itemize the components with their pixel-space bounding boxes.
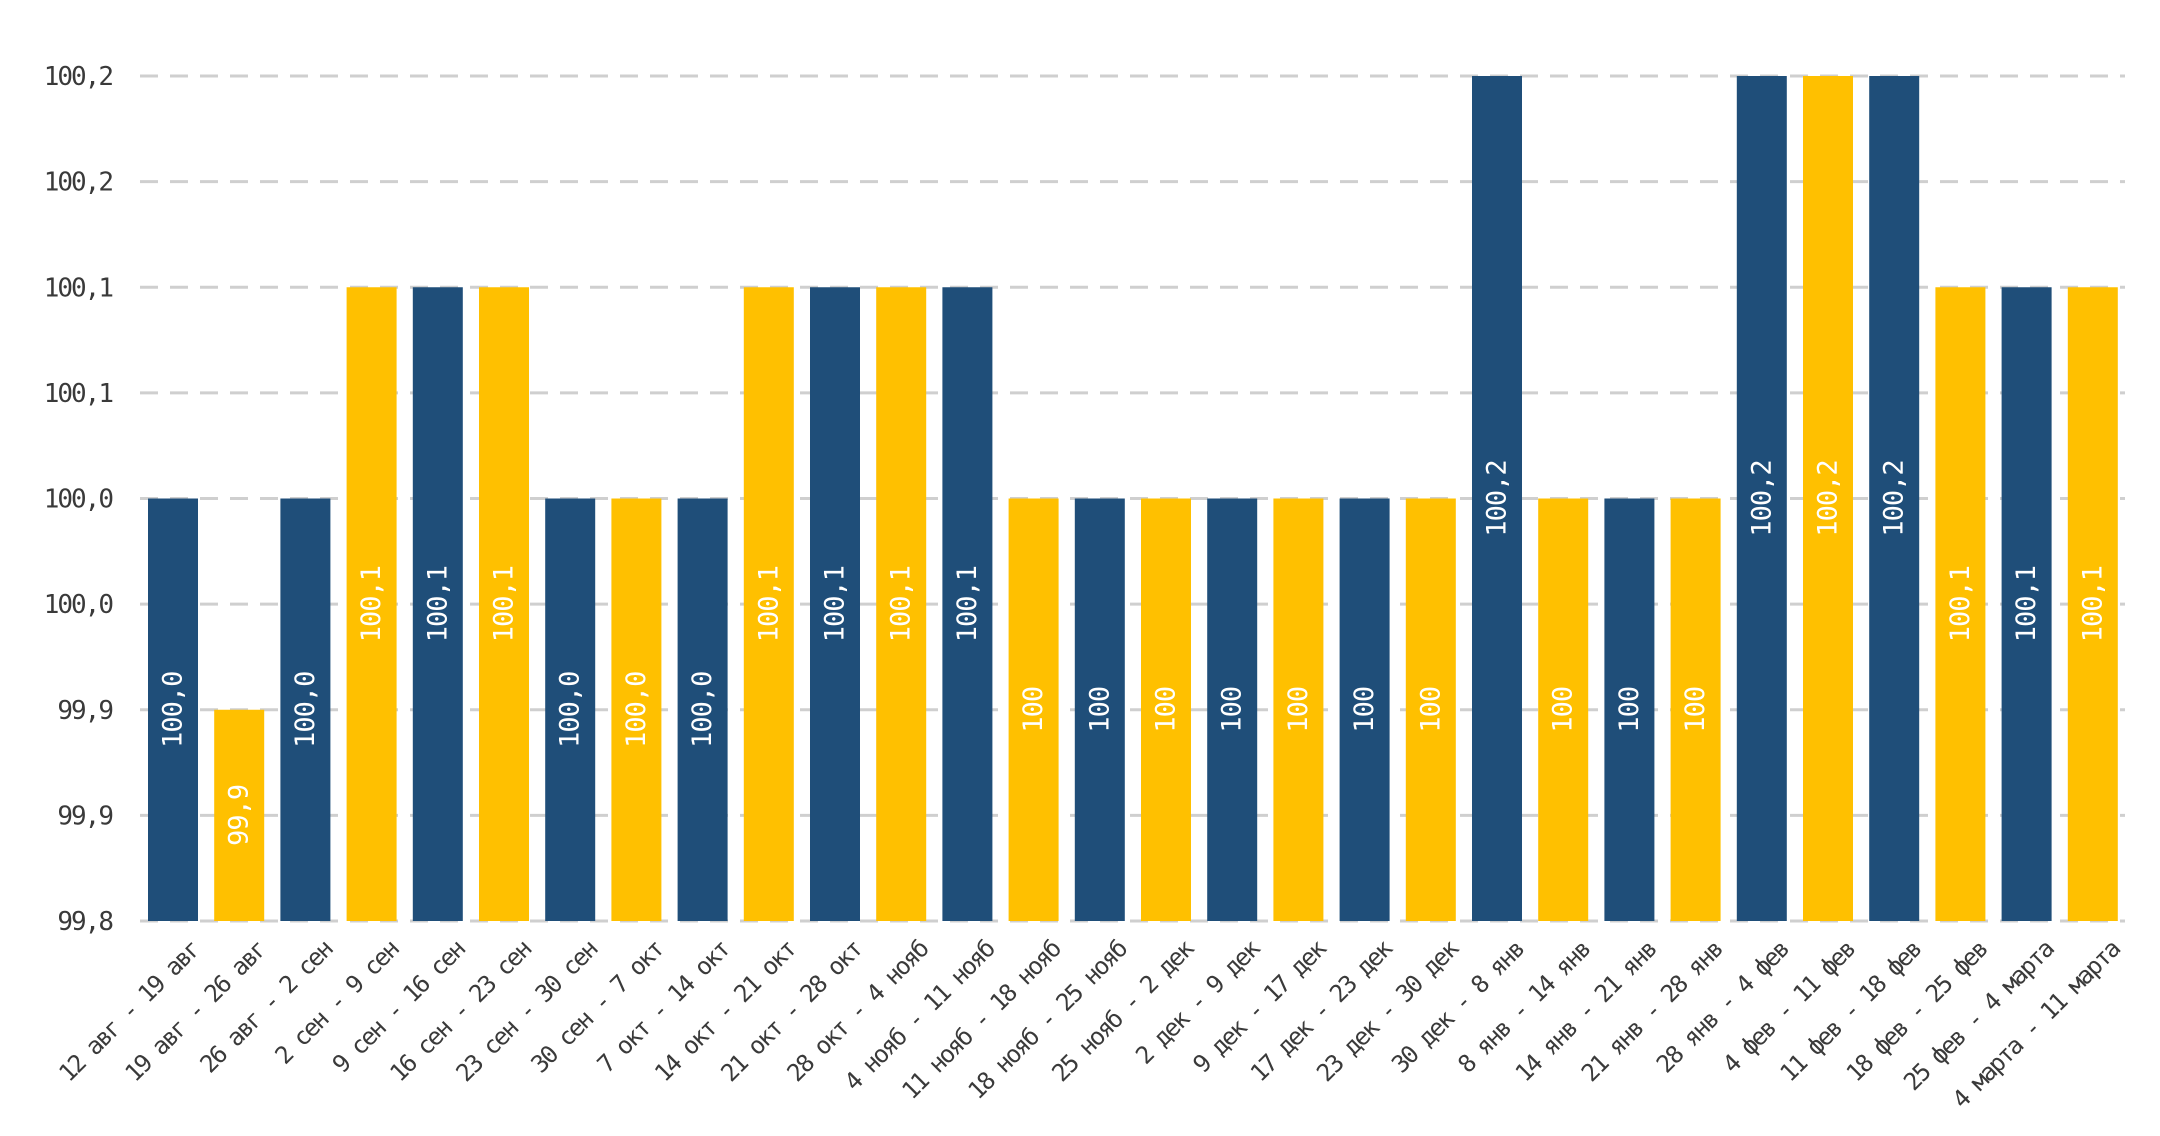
bar bbox=[1273, 498, 1324, 921]
bar bbox=[810, 287, 860, 921]
bar bbox=[1670, 498, 1721, 921]
bar-data-label: 100 bbox=[1680, 687, 1711, 733]
bar bbox=[1604, 498, 1655, 921]
bar bbox=[214, 709, 265, 921]
bar-data-label: 100,1 bbox=[356, 566, 387, 642]
y-tick-label: 100,1 bbox=[44, 273, 113, 303]
bar-data-label: 100 bbox=[1283, 687, 1314, 733]
y-tick-label: 100,1 bbox=[44, 379, 113, 409]
bar-data-label: 100 bbox=[1151, 687, 1182, 733]
bar bbox=[942, 287, 993, 921]
bar bbox=[743, 287, 794, 921]
bar-data-label: 100 bbox=[1415, 687, 1446, 733]
bar-data-label: 99,9 bbox=[224, 785, 255, 846]
bar-data-label: 100,1 bbox=[753, 566, 784, 642]
bar-data-label: 100 bbox=[1614, 687, 1645, 733]
bar-data-label: 100,1 bbox=[422, 566, 453, 642]
bar bbox=[1141, 498, 1191, 921]
bar bbox=[545, 498, 596, 921]
bar bbox=[876, 287, 927, 921]
bar-data-label: 100,2 bbox=[1482, 460, 1513, 536]
bar-data-label: 100,0 bbox=[290, 672, 321, 748]
bar-data-label: 100,0 bbox=[687, 672, 718, 748]
bar-data-label: 100,1 bbox=[2077, 566, 2108, 642]
bar bbox=[1405, 498, 1456, 921]
y-tick-label: 100,0 bbox=[44, 485, 113, 515]
gridlines bbox=[140, 74, 2125, 923]
bar bbox=[412, 287, 463, 921]
bar bbox=[1008, 498, 1059, 921]
bar-data-label: 100,2 bbox=[1813, 460, 1844, 536]
y-tick-label: 100,2 bbox=[44, 62, 113, 92]
y-tick-label: 99,8 bbox=[57, 907, 112, 937]
bar-data-label: 100,2 bbox=[1746, 460, 1777, 536]
bar bbox=[1538, 498, 1589, 921]
bar bbox=[1869, 76, 1920, 921]
bar bbox=[1803, 76, 1853, 921]
bar-data-label: 100 bbox=[1349, 687, 1380, 733]
bar-data-label: 100,1 bbox=[952, 566, 983, 642]
bar-data-label: 100,1 bbox=[489, 566, 520, 642]
bar bbox=[1207, 498, 1258, 921]
bar bbox=[677, 498, 728, 921]
bar bbox=[2067, 287, 2118, 921]
bar bbox=[2001, 287, 2052, 921]
y-tick-label: 99,9 bbox=[57, 801, 112, 831]
bar bbox=[280, 498, 331, 921]
bar bbox=[148, 498, 198, 921]
bar-data-label: 100,1 bbox=[886, 566, 917, 642]
bar bbox=[1339, 498, 1390, 921]
bar-data-label: 100,0 bbox=[621, 672, 652, 748]
bar bbox=[1736, 76, 1787, 921]
bar-data-label: 100,0 bbox=[555, 672, 586, 748]
bar-data-label: 100 bbox=[1217, 687, 1248, 733]
bar-data-label: 100,2 bbox=[1879, 460, 1910, 536]
bars bbox=[148, 76, 2118, 921]
bar bbox=[1074, 498, 1125, 921]
bar-data-label: 100,1 bbox=[2011, 566, 2042, 642]
y-tick-label: 99,9 bbox=[57, 696, 112, 726]
bar bbox=[346, 287, 397, 921]
bar bbox=[611, 498, 662, 921]
bar bbox=[1472, 76, 1522, 921]
y-axis-tick-labels: 100,2 100,2 100,1 100,1 100,0 100,0 99,9 99,9 99… bbox=[44, 62, 115, 937]
y-tick-label: 100,0 bbox=[44, 590, 113, 620]
bar-data-label: 100,1 bbox=[820, 566, 851, 642]
bar-data-label: 100,0 bbox=[158, 672, 189, 748]
y-tick-label: 100,2 bbox=[44, 168, 113, 198]
bar-data-label: 100 bbox=[1084, 687, 1115, 733]
bar-data-label: 100 bbox=[1018, 687, 1049, 733]
bar-data-labels: 100,0 99,9 100,0 100,1 100,1 100,1 100,0 100,0 1… bbox=[158, 460, 2109, 846]
bar bbox=[1935, 287, 1986, 921]
bar bbox=[479, 287, 529, 921]
bar-data-label: 100,1 bbox=[1945, 566, 1976, 642]
bar-data-label: 100 bbox=[1548, 687, 1579, 733]
